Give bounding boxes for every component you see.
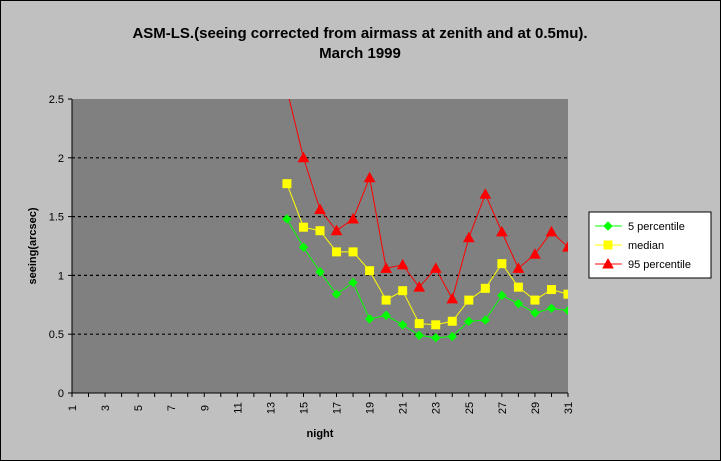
x-tick-label: 29 xyxy=(530,402,542,414)
data-point xyxy=(446,292,459,304)
series-2 xyxy=(288,99,568,304)
legend-label: 95 percentile xyxy=(628,259,691,271)
data-point xyxy=(363,171,376,183)
data-point xyxy=(431,320,441,330)
data-point xyxy=(530,295,540,305)
data-point xyxy=(381,295,391,305)
x-tick-label: 9 xyxy=(199,405,211,411)
data-point xyxy=(380,262,392,273)
data-point xyxy=(315,226,325,236)
data-point xyxy=(347,212,359,224)
series-line xyxy=(288,99,568,301)
y-tick-label: 2 xyxy=(58,153,64,165)
series-layer xyxy=(282,99,568,343)
data-point xyxy=(414,330,424,341)
chart-title-line1: ASM-LS.(seeing corrected from airmass at… xyxy=(132,25,587,42)
legend-label: 5 percentile xyxy=(628,221,685,233)
data-point xyxy=(348,277,358,288)
x-tick-label: 21 xyxy=(398,402,410,414)
x-tick-label: 7 xyxy=(166,405,178,411)
data-point xyxy=(348,247,358,257)
data-point xyxy=(414,319,424,329)
x-tick-label: 31 xyxy=(563,402,575,414)
data-point xyxy=(479,188,492,199)
data-point xyxy=(297,151,310,163)
x-tick-label: 25 xyxy=(464,402,476,414)
legend-marker xyxy=(603,221,613,231)
y-tick-label: 1.5 xyxy=(49,212,64,224)
x-tick-label: 19 xyxy=(365,402,377,414)
legend-label: median xyxy=(628,240,664,252)
data-point xyxy=(396,258,409,270)
data-point xyxy=(397,320,408,330)
data-point xyxy=(429,262,442,273)
data-point xyxy=(497,290,507,301)
data-point xyxy=(530,308,540,318)
x-tick-labels: 1 3 5 7 9 11 13 15 17 19 21 23 25 27 29 31 xyxy=(67,402,575,414)
axes xyxy=(68,98,569,397)
data-point xyxy=(314,203,326,215)
x-tick-label: 13 xyxy=(265,402,277,414)
data-point xyxy=(496,225,508,237)
x-tick-label: 11 xyxy=(232,402,244,413)
series-1 xyxy=(282,179,568,330)
data-point xyxy=(447,331,457,342)
y-tick-label: 0.5 xyxy=(49,329,64,341)
x-tick-label: 3 xyxy=(100,405,112,411)
data-point xyxy=(546,303,557,314)
data-point xyxy=(464,295,474,305)
x-tick-label: 27 xyxy=(497,402,509,414)
plot-area xyxy=(72,99,568,393)
data-point xyxy=(513,298,524,309)
legend-marker xyxy=(602,257,614,269)
data-point xyxy=(298,222,308,232)
y-tick-labels: 0 0.5 1 1.5 2 2.5 xyxy=(49,94,64,400)
data-point xyxy=(462,231,475,243)
x-tick-label: 23 xyxy=(431,402,443,414)
data-point xyxy=(298,242,309,252)
data-point xyxy=(332,247,342,257)
data-point xyxy=(563,289,568,299)
data-point xyxy=(282,214,292,224)
data-point xyxy=(315,267,325,277)
data-point xyxy=(562,241,568,252)
data-point xyxy=(480,283,490,293)
data-point xyxy=(447,316,457,326)
data-point xyxy=(563,305,568,316)
y-tick-label: 0 xyxy=(58,388,64,400)
data-point xyxy=(480,315,491,325)
x-tick-label: 15 xyxy=(298,402,310,414)
data-point xyxy=(330,224,343,236)
data-point xyxy=(381,310,391,321)
data-point xyxy=(513,282,523,292)
data-point xyxy=(464,316,474,326)
data-point xyxy=(364,314,375,324)
y-tick-label: 2.5 xyxy=(49,94,64,106)
legend-marker xyxy=(603,240,613,250)
data-point xyxy=(546,285,556,295)
legend: 5 percentile median 95 percentile xyxy=(588,211,712,279)
series-0 xyxy=(282,214,568,343)
y-axis-label: seeing(arcsec) xyxy=(27,207,39,284)
data-point xyxy=(331,289,342,299)
data-point xyxy=(497,259,507,269)
data-point xyxy=(413,281,426,292)
data-point xyxy=(512,262,525,273)
data-point xyxy=(398,286,408,296)
data-point xyxy=(365,266,375,276)
x-axis-label: night xyxy=(307,428,334,440)
data-point xyxy=(431,333,441,343)
chart-title-line2: March 1999 xyxy=(319,45,401,62)
y-tick-label: 1 xyxy=(58,270,64,282)
x-tick-label: 1 xyxy=(67,405,79,411)
x-tick-label: 17 xyxy=(332,402,344,414)
data-point xyxy=(529,248,541,259)
data-point xyxy=(545,225,558,237)
x-tick-label: 5 xyxy=(133,405,145,411)
data-point xyxy=(282,179,292,189)
